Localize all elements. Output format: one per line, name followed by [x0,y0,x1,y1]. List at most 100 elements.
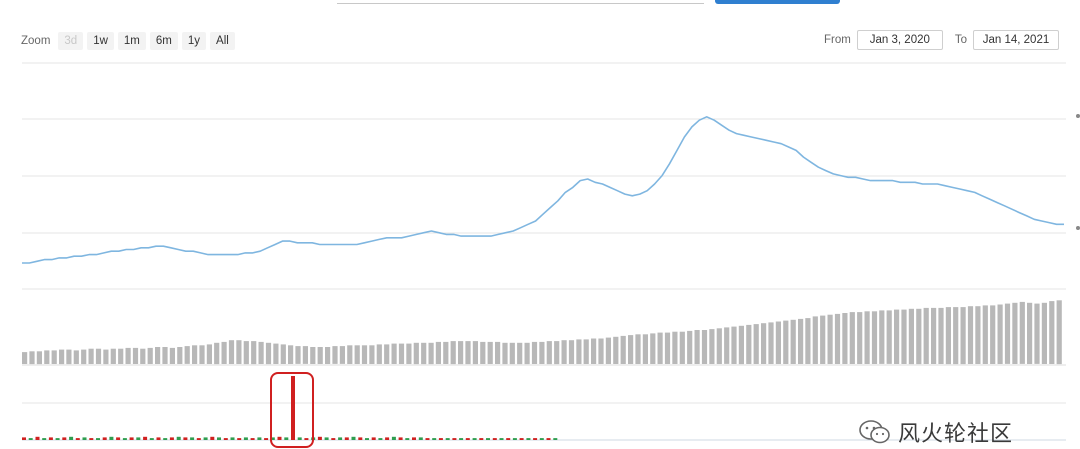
volume-bar [1056,300,1062,365]
indicator-bar [156,437,161,440]
search-input[interactable] [337,0,704,4]
volume-bar [908,308,914,365]
volume-bar [820,315,826,364]
indicator-bar [418,437,423,440]
volume-bar [251,341,257,365]
volume-bar [923,307,929,364]
volume-bar [103,349,109,365]
volume-bar [871,311,878,364]
volume-bar [184,346,190,364]
to-date-input[interactable]: Jan 14, 2021 [973,30,1059,50]
watermark-text: 风火轮社区 [898,422,1014,447]
zoom-1m-button[interactable]: 1m [117,32,146,50]
volume-bar [635,334,641,364]
indicator-bar [169,437,174,440]
indicator-bar [358,437,363,440]
indicator-bar [365,438,369,440]
volume-bar [938,307,944,364]
indicator-bar [479,438,484,440]
volume-bar [953,307,959,365]
volume-bar [406,343,412,364]
indicator-bar [55,438,60,440]
volume-bar [413,342,419,365]
gridlines [22,62,1066,441]
indicator-bar [452,438,457,440]
indicator-bar [432,438,437,440]
indicator-bar [122,438,127,440]
volume-bar [761,323,767,364]
volume-bar [36,351,42,365]
volume-bar [1034,303,1040,364]
indicator-bar [465,438,470,440]
volume-bar [110,348,116,364]
zoom-1y-button[interactable]: 1y [181,32,207,50]
zoom-3d-button[interactable]: 3d [58,32,84,50]
indicator-bar [176,436,181,440]
to-label: To [954,34,967,46]
indicator-bar [304,438,309,440]
indicator-bar [425,438,430,440]
indicator-bar [136,437,141,440]
highlight-box [270,372,314,448]
zoom-all-button[interactable]: All [210,32,235,50]
volume-bar [864,311,870,364]
volume-bar [798,318,804,364]
indicator-bar [28,438,33,440]
indicator-bar [203,437,208,440]
volume-bar [613,336,619,364]
indicator-bar [109,436,114,440]
volume-bar [228,340,235,364]
volume-bar [982,305,988,364]
indicator-bar [344,437,349,440]
indicator-bar [546,438,551,440]
indicator-bar [75,438,80,440]
volume-bar [657,332,663,364]
volume-bar [118,348,124,364]
volume-bar [812,316,818,364]
volume-bar [1019,301,1025,364]
indicator-bar [324,437,329,440]
volume-bar [443,341,449,364]
volume-bar [332,346,338,364]
volume-bar [192,345,198,364]
volume-bar [391,343,397,364]
volume-bar [1012,302,1018,364]
indicator-bar [257,437,262,440]
indicator-bar [116,437,121,440]
volume-bar [95,348,102,364]
volume-bar [650,333,656,364]
volume-bar [561,340,567,364]
indicator-bar [506,438,511,440]
indicator-series [22,372,558,448]
indicator-bar [69,436,74,440]
zoom-1w-button[interactable]: 1w [87,32,114,50]
volume-bar [642,334,648,364]
indicator-bar [512,438,517,440]
indicator-bar [378,438,383,440]
volume-bar [775,321,781,364]
indicator-bar [519,438,524,440]
from-date-input[interactable]: Jan 3, 2020 [856,30,943,50]
search-button[interactable] [715,0,840,4]
volume-bar [679,331,685,364]
volume-bar [487,341,493,364]
indicator-bar [129,437,134,440]
volume-bar [1027,302,1033,364]
indicator-bar [62,437,67,440]
volume-bar [687,330,693,364]
volume-bar [990,305,996,364]
volume-bar [502,342,508,365]
indicator-bar [237,438,242,440]
zoom-6m-button[interactable]: 6m [149,32,178,50]
volume-bar [746,324,752,364]
indicator-bar [438,438,443,440]
volume-bar [317,347,323,364]
volume-bar [672,331,678,364]
indicator-bar [317,436,322,440]
volume-bar [310,347,316,364]
volume-bar [827,314,833,364]
indicator-bar [35,436,40,440]
indicator-bar [445,438,450,440]
indicator-bar [553,438,558,440]
volume-bar [517,342,523,365]
